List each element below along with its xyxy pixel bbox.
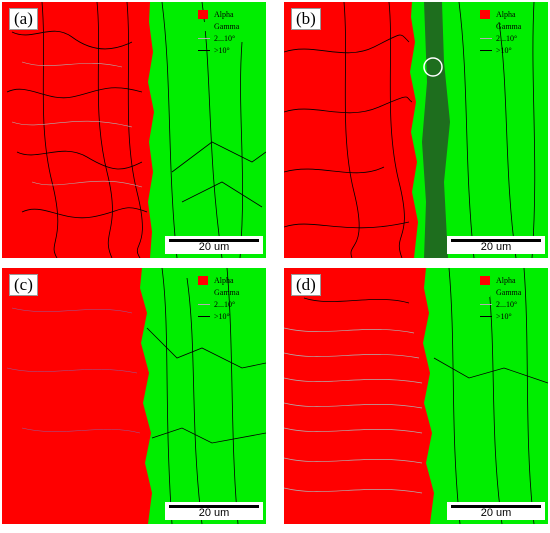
legend: Alpha Gamma 2...10° >10° <box>198 274 260 322</box>
gamma-swatch <box>480 287 490 297</box>
panel-label: (a) <box>9 8 38 30</box>
gamma-swatch <box>198 287 208 297</box>
low-angle-line <box>480 37 492 39</box>
panel-label: (b) <box>291 8 321 30</box>
alpha-swatch <box>198 9 208 19</box>
scale-label: 20 um <box>198 241 230 253</box>
scale-label: 20 um <box>480 241 512 253</box>
legend: Alpha Gamma 2...10° >10° <box>480 8 542 56</box>
legend-gamma: Gamma <box>496 287 522 297</box>
scale-bar: 20 um <box>447 502 545 520</box>
legend-gamma: Gamma <box>214 21 240 31</box>
highlight-circle <box>423 57 443 77</box>
legend: Alpha Gamma 2...10° >10° <box>198 8 260 56</box>
scale-label: 20 um <box>480 507 512 519</box>
legend-high-angle: >10° <box>496 45 512 55</box>
high-angle-line <box>198 315 210 317</box>
legend-low-angle: 2...10° <box>496 299 518 309</box>
panel-label: (d) <box>291 274 321 296</box>
legend-low-angle: 2...10° <box>214 33 236 43</box>
legend-high-angle: >10° <box>214 311 230 321</box>
legend-alpha: Alpha <box>496 9 516 19</box>
high-angle-line <box>198 49 210 51</box>
panel-a: (a) Alpha Gamma 2...10° >10° 20 um <box>2 2 266 258</box>
ebsd-map-b <box>284 2 548 258</box>
panel-d: (d) Alpha Gamma 2...10° >10° 20 um <box>284 268 548 524</box>
legend-high-angle: >10° <box>214 45 230 55</box>
legend-alpha: Alpha <box>496 275 516 285</box>
scale-bar: 20 um <box>165 236 263 254</box>
ebsd-map-a <box>2 2 266 258</box>
panel-c: (c) Alpha Gamma 2...10° >10° 20 um <box>2 268 266 524</box>
alpha-swatch <box>198 275 208 285</box>
legend-low-angle: 2...10° <box>496 33 518 43</box>
ebsd-map-d <box>284 268 548 524</box>
high-angle-line <box>480 315 492 317</box>
legend-gamma: Gamma <box>496 21 522 31</box>
legend: Alpha Gamma 2...10° >10° <box>480 274 542 322</box>
legend-gamma: Gamma <box>214 287 240 297</box>
legend-low-angle: 2...10° <box>214 299 236 309</box>
legend-alpha: Alpha <box>214 9 234 19</box>
high-angle-line <box>480 49 492 51</box>
low-angle-line <box>198 303 210 305</box>
low-angle-line <box>480 303 492 305</box>
low-angle-line <box>198 37 210 39</box>
legend-high-angle: >10° <box>496 311 512 321</box>
scale-bar: 20 um <box>447 236 545 254</box>
alpha-swatch <box>480 9 490 19</box>
scale-label: 20 um <box>198 507 230 519</box>
alpha-swatch <box>480 275 490 285</box>
ebsd-map-c <box>2 268 266 524</box>
gamma-swatch <box>480 21 490 31</box>
legend-alpha: Alpha <box>214 275 234 285</box>
panel-label: (c) <box>9 274 38 296</box>
panel-b: (b) Alpha Gamma 2...10° >10° 20 um <box>284 2 548 258</box>
gamma-swatch <box>198 21 208 31</box>
scale-bar: 20 um <box>165 502 263 520</box>
